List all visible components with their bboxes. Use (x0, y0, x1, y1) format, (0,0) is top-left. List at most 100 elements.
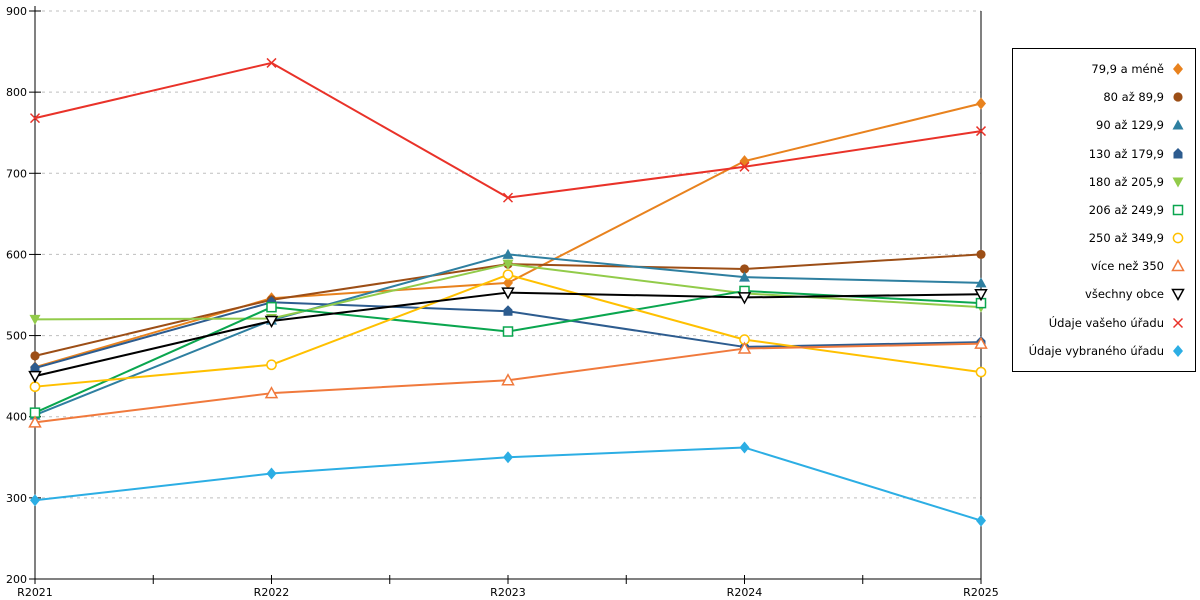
square-marker-icon (1172, 204, 1184, 216)
series-10 (30, 441, 986, 527)
diamond-marker-icon (503, 276, 513, 289)
triangle-down-marker-icon (502, 259, 514, 270)
x-tick-label: R2023 (490, 586, 526, 599)
legend-item-label: všechny obce (1085, 287, 1164, 302)
axis-tick-labels: 200 300 400 500 600 700 800 900 R2021 R2022 R2023 R… (6, 5, 999, 599)
series-8 (28, 287, 988, 384)
x-tick-label: R2024 (727, 586, 763, 599)
triangle-down-marker-icon (1171, 289, 1185, 302)
triangle-up-marker-icon (739, 271, 750, 282)
diamond-marker-icon (30, 494, 40, 507)
legend-circle-icon (1172, 232, 1184, 244)
legend-item-7: více než 350 (1091, 258, 1186, 274)
legend-item-label: více než 350 (1090, 259, 1164, 274)
series-line (34, 61, 982, 199)
legend-item-1: 80 až 89,9 (1103, 89, 1186, 105)
diamond-marker-icon (976, 97, 986, 110)
legend-triangle-down-icon (1171, 289, 1185, 302)
triangle-up-marker-icon (1171, 259, 1185, 272)
legend: 79,9 a méně 80 až 89,9 90 až 129,9 130 až 1… (1012, 48, 1196, 372)
legend-item-label: 206 až 249,9 (1088, 202, 1164, 217)
legend-item-label: 90 až 129,9 (1096, 118, 1164, 133)
legend-item-8: všechny obce (1085, 286, 1186, 302)
series-6 (29, 269, 987, 393)
x-marker-icon (502, 192, 514, 203)
triangle-down-marker-icon (264, 315, 279, 329)
circle-marker-icon (29, 381, 41, 393)
legend-item-10: Údaje vybraného úřadu (1029, 343, 1186, 359)
legend-item-label: 250 až 349,9 (1088, 231, 1164, 246)
diamond-marker-icon (266, 467, 277, 480)
circle-marker-icon (975, 366, 987, 378)
y-tick-label: 200 (6, 573, 27, 586)
circle-marker-icon (739, 264, 750, 274)
square-marker-icon (266, 301, 277, 313)
legend-item-2: 90 až 129,9 (1096, 117, 1186, 133)
legend-item-label: 130 až 179,9 (1088, 146, 1164, 161)
legend-triangle-down-icon (1172, 177, 1184, 188)
diamond-marker-icon (976, 514, 986, 527)
triangle-down-marker-icon (1172, 177, 1184, 188)
x-marker-icon (1172, 317, 1184, 328)
legend-item-5: 206 až 249,9 (1089, 202, 1186, 218)
circle-marker-icon (502, 269, 514, 281)
legend-item-6: 250 až 349,9 (1089, 230, 1186, 246)
y-tick-label: 400 (6, 411, 27, 424)
y-tick-label: 300 (6, 492, 27, 505)
diamond-marker-icon (503, 451, 513, 464)
legend-pentagon-icon (1173, 147, 1183, 159)
y-tick-label: 500 (6, 330, 27, 343)
legend-item-4: 180 až 205,9 (1089, 174, 1186, 190)
triangle-up-marker-icon (974, 336, 988, 349)
triangle-up-marker-icon (502, 248, 514, 259)
triangle-up-marker-icon (501, 373, 515, 386)
x-tick-label: R2021 (17, 586, 53, 599)
legend-square-icon (1172, 204, 1184, 216)
legend-x-icon (1172, 317, 1184, 328)
square-marker-icon (502, 326, 514, 337)
legend-circle-icon (1173, 92, 1183, 102)
triangle-down-marker-icon (28, 370, 42, 384)
triangle-up-marker-icon (1172, 119, 1184, 130)
legend-triangle-up-icon (1172, 119, 1184, 130)
pentagon-marker-icon (30, 362, 40, 373)
series-5 (29, 285, 987, 418)
y-tick-label: 700 (6, 167, 27, 180)
data-series (28, 57, 988, 527)
series-9 (29, 57, 987, 203)
legend-item-0: 79,9 a méně (1091, 61, 1186, 77)
legend-item-label: 180 až 205,9 (1088, 174, 1164, 189)
circle-marker-icon (976, 249, 986, 260)
pentagon-marker-icon (1173, 147, 1183, 159)
triangle-down-marker-icon (737, 292, 752, 305)
y-tick-label: 900 (6, 5, 27, 18)
x-marker-icon (29, 113, 41, 124)
pentagon-marker-icon (503, 305, 513, 316)
triangle-down-marker-icon (974, 288, 988, 302)
triangle-up-marker-icon (28, 415, 42, 428)
y-tick-label: 800 (6, 86, 27, 99)
x-marker-icon (739, 161, 750, 172)
x-marker-icon (975, 126, 987, 137)
circle-marker-icon (30, 351, 40, 361)
diamond-marker-icon (1173, 344, 1183, 357)
legend-diamond-icon (1173, 63, 1183, 76)
legend-item-9: Údaje vašeho úřadu (1049, 315, 1186, 331)
legend-item-label: 80 až 89,9 (1103, 90, 1164, 105)
triangle-down-marker-icon (501, 287, 515, 300)
legend-item-label: 79,9 a méně (1091, 62, 1164, 77)
triangle-up-marker-icon (737, 341, 752, 354)
x-tick-label: R2022 (254, 586, 290, 599)
triangle-down-marker-icon (29, 314, 41, 325)
legend-item-label: Údaje vašeho úřadu (1048, 315, 1164, 330)
legend-item-3: 130 až 179,9 (1089, 146, 1186, 162)
circle-marker-icon (266, 359, 277, 371)
x-marker-icon (266, 57, 277, 68)
triangle-up-marker-icon (264, 386, 279, 399)
x-tick-label: R2025 (963, 586, 999, 599)
legend-triangle-up-icon (1171, 259, 1185, 272)
circle-marker-icon (1172, 232, 1184, 244)
legend-item-label: Údaje vybraného úřadu (1028, 343, 1164, 358)
